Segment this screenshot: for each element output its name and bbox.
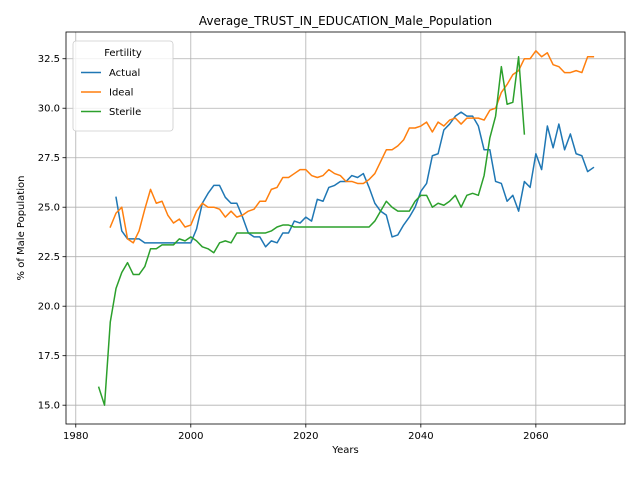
legend: Fertility Actual Ideal Sterile xyxy=(72,40,174,132)
y-tick-label: 27.5 xyxy=(38,153,60,164)
x-tick-label: 2040 xyxy=(408,431,433,442)
legend-title: Fertility xyxy=(104,48,142,59)
plot-frame xyxy=(65,31,626,425)
y-tick-label: 22.5 xyxy=(38,252,60,263)
y-tick-label: 32.5 xyxy=(38,54,60,65)
x-axis-label: Years xyxy=(331,445,358,456)
x-tick-label: 2060 xyxy=(523,431,548,442)
legend-box xyxy=(72,40,174,132)
series-line-sterile xyxy=(97,56,526,406)
series-line-ideal xyxy=(109,50,595,244)
x-tick-label: 2020 xyxy=(293,431,318,442)
y-tick-label: 25.0 xyxy=(38,203,60,214)
legend-label-sterile: Sterile xyxy=(109,107,141,118)
y-tick-label: 17.5 xyxy=(38,351,60,362)
x-tick-label: 1980 xyxy=(63,431,88,442)
series-lines xyxy=(97,50,595,406)
legend-label-actual: Actual xyxy=(109,68,140,79)
y-axis-ticks: 15.0 17.5 20.0 22.5 25.0 27.5 30.0 32.5 xyxy=(38,54,66,412)
y-tick-label: 15.0 xyxy=(38,401,60,412)
y-tick-label: 30.0 xyxy=(38,104,60,115)
y-axis-label: % of Male Population xyxy=(16,176,27,281)
legend-items: Actual Ideal Sterile xyxy=(81,68,141,118)
chart-title: Average_TRUST_IN_EDUCATION_Male_Populati… xyxy=(199,14,492,28)
legend-label-ideal: Ideal xyxy=(109,88,133,99)
y-tick-label: 20.0 xyxy=(38,302,60,313)
x-axis-ticks: 1980 2000 2020 2040 2060 xyxy=(63,424,549,442)
x-tick-label: 2000 xyxy=(178,431,203,442)
series-line-actual xyxy=(115,111,595,248)
